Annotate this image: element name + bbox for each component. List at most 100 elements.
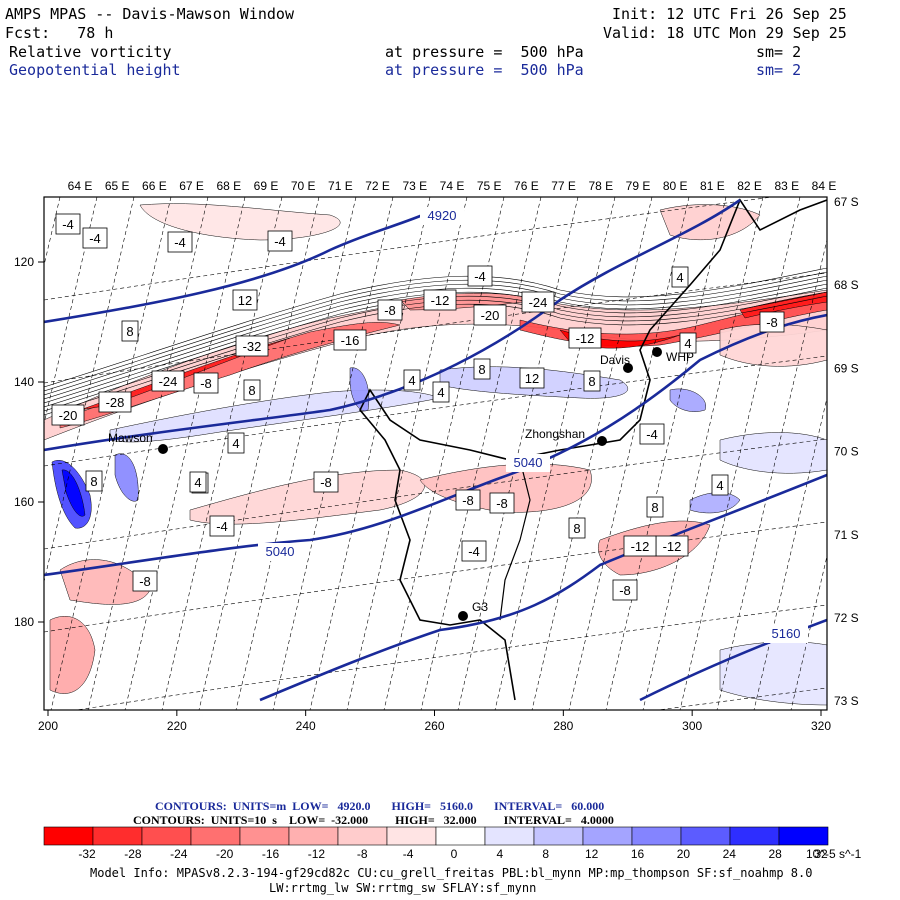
vort-label-frame	[55, 213, 81, 235]
vort-label-frame	[423, 289, 457, 311]
x-tick-label: 220	[167, 719, 187, 733]
colorbar-tick-label: 8	[542, 847, 549, 861]
station-label: G3	[472, 600, 488, 614]
vort-label-box: 4	[189, 471, 207, 493]
vort-label-text: -4	[216, 519, 228, 534]
vort-label-box: 4	[671, 266, 689, 288]
top-longitude-label: 73 E	[402, 179, 427, 193]
meridian-line	[272, 197, 394, 710]
colorbar-tick-label: 20	[677, 847, 691, 861]
field1-pressure: at pressure = 500 hPa	[385, 43, 584, 61]
vort-region-0	[44, 289, 827, 441]
vort-label-box: 4	[711, 474, 729, 496]
vort-label-box: -8	[489, 492, 515, 514]
field2-sm: sm= 2	[756, 61, 802, 79]
vort-label-frame	[85, 470, 103, 492]
vort-region-23	[689, 492, 741, 514]
top-longitude-label: 70 E	[291, 179, 316, 193]
vort-label-text: 8	[126, 324, 133, 339]
vort-label-frame	[489, 492, 515, 514]
vort-label-box: 4	[403, 369, 421, 391]
top-longitude-label: 75 E	[477, 179, 502, 193]
meridian-line	[235, 197, 357, 710]
colorbar-tick-label: -28	[124, 847, 142, 861]
height-label-text: 5040	[266, 544, 295, 559]
vort-label-text: 8	[588, 374, 595, 389]
model-info-physics: LW:rrtmg_lw SW:rrtmg_sw SFLAY:sf_mynn	[269, 881, 537, 895]
vort-label-box: 8	[121, 320, 139, 342]
vort-label-text: -12	[576, 331, 595, 346]
vort-label-text: -24	[529, 295, 548, 310]
colorbar-cell	[386, 826, 437, 846]
y-tick-label: 160	[14, 495, 34, 509]
vort-label-box: -4	[167, 231, 193, 253]
vort-label-frame	[646, 496, 664, 518]
colorbar-cell	[484, 826, 535, 846]
right-latitude-label: 70 S	[834, 445, 859, 459]
height-contour-3	[259, 473, 827, 702]
vort-label-box: -12	[423, 289, 457, 311]
vort-label-box: -32	[235, 335, 269, 357]
vort-label-box: -20	[473, 304, 507, 326]
vort-label-box: 8	[583, 370, 601, 392]
vort-contour-line	[44, 275, 827, 396]
vort-label-frame	[82, 227, 108, 249]
vort-label-frame	[461, 540, 487, 562]
vort-region-21	[669, 388, 706, 412]
station-marker	[652, 347, 662, 357]
station-label: Mawson	[108, 431, 153, 445]
colorbar-tick-label: 12	[585, 847, 599, 861]
parallel-line	[74, 604, 827, 710]
vort-label-frame	[235, 335, 269, 357]
right-latitude-label: 68 S	[834, 278, 859, 292]
colorbar-tick-label: 16	[631, 847, 645, 861]
vort-label-text: -32	[243, 339, 262, 354]
top-longitude-label: 66 E	[142, 179, 167, 193]
height-label-text: 5160	[772, 626, 801, 641]
vort-label-frame	[759, 311, 785, 333]
meridian-line	[124, 197, 246, 710]
vort-label-box: 8	[473, 358, 491, 380]
vort-region-18	[61, 469, 86, 517]
top-longitude-label: 67 E	[179, 179, 204, 193]
vort-label-frame	[679, 332, 697, 354]
vort-region-14	[719, 324, 827, 367]
vort-label-box: 12	[232, 289, 258, 311]
coastline-path	[359, 198, 827, 701]
colorbar-cell	[631, 826, 682, 846]
vort-label-frame	[377, 299, 403, 321]
vort-label-text: 4	[437, 385, 444, 400]
height-labels: 4920 5040 5040 5160	[258, 207, 808, 643]
vort-label-frame	[193, 372, 219, 394]
vort-label-box: 12	[519, 367, 545, 389]
top-longitude-label: 79 E	[626, 179, 651, 193]
field2-name: Geopotential height	[9, 61, 181, 79]
height-label-bg	[420, 207, 464, 225]
meridian-line	[44, 197, 98, 425]
vort-label-frame	[243, 379, 261, 401]
right-latitude-label: 67 S	[834, 195, 859, 209]
latlon-grid	[44, 197, 827, 710]
vort-label-frame	[232, 289, 258, 311]
vort-label-box: -8	[132, 570, 158, 592]
station-marker	[158, 444, 168, 454]
vort-label-text: -12	[663, 539, 682, 554]
y-tick-label: 120	[14, 255, 34, 269]
vort-label-frame	[711, 474, 729, 496]
height-contour-1	[44, 198, 741, 452]
colorbar-tick-label: 24	[723, 847, 737, 861]
vort-label-frame	[98, 391, 132, 413]
vort-contour-line	[44, 279, 827, 400]
vort-label-box: -4	[82, 227, 108, 249]
y-tick-label: 180	[14, 615, 34, 629]
vort-label-box: -28	[98, 391, 132, 413]
init-time: Init: 12 UTC Fri 26 Sep 25	[612, 5, 847, 23]
right-latitude-label: 71 S	[834, 528, 859, 542]
colorbar-cell	[778, 826, 829, 846]
top-longitude-label: 82 E	[737, 179, 762, 193]
colorbar-cell	[337, 826, 388, 846]
colorbar-cell	[533, 826, 584, 846]
x-tick-label: 240	[296, 719, 316, 733]
height-label-text: 4920	[428, 208, 457, 223]
right-latitude-label: 69 S	[834, 361, 859, 375]
